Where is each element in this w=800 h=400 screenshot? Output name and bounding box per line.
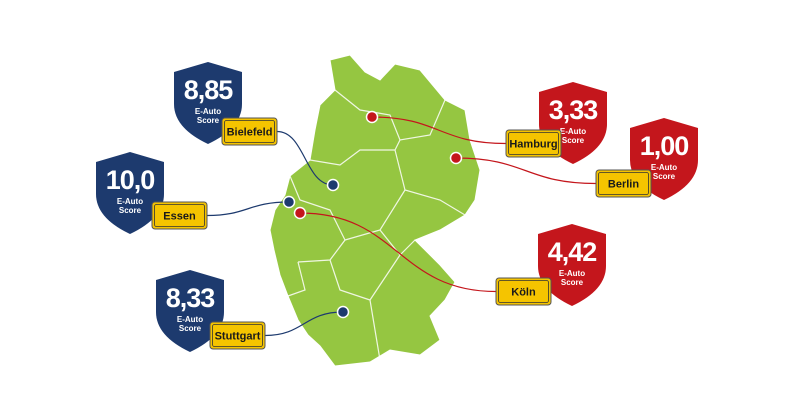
connector	[276, 130, 334, 186]
city-dot	[449, 151, 463, 165]
city-sign	[151, 201, 208, 230]
score-shield	[538, 224, 606, 306]
city-dot	[293, 206, 307, 220]
city-dot	[336, 305, 350, 319]
city-sign-inner	[154, 204, 205, 227]
score-label: E-Auto	[560, 127, 586, 136]
score-label: Score	[179, 324, 202, 333]
city-dot	[326, 178, 340, 192]
city-name: Berlin	[608, 178, 639, 190]
city-name: Essen	[163, 210, 196, 222]
score-label: E-Auto	[651, 163, 677, 172]
city-sign	[505, 129, 562, 158]
score-label: E-Auto	[177, 315, 203, 324]
city-sign	[495, 277, 552, 306]
score-label: Score	[653, 172, 676, 181]
score-label: Score	[561, 278, 584, 287]
score: 4,42	[548, 237, 597, 267]
city-sign-inner	[498, 280, 549, 303]
score: 8,33	[166, 283, 216, 313]
city-name: Stuttgart	[215, 330, 261, 342]
score-label: Score	[562, 136, 585, 145]
city-name: Köln	[511, 286, 536, 298]
connector	[371, 116, 507, 145]
city-sign-inner	[508, 132, 559, 155]
city-sign	[209, 321, 266, 350]
score-label: E-Auto	[559, 269, 585, 278]
city-sign-inner	[212, 324, 263, 347]
score-label: Score	[119, 206, 142, 215]
connector	[299, 212, 497, 293]
city-dot	[282, 195, 296, 209]
score-shield	[156, 270, 224, 352]
city-sign	[595, 169, 652, 198]
city-name: Hamburg	[509, 138, 557, 150]
connector	[455, 157, 597, 185]
germany-map	[269, 54, 481, 367]
score: 8,85	[184, 75, 234, 105]
score: 10,0	[106, 165, 155, 195]
city-sign	[221, 117, 278, 146]
city-dot	[365, 110, 379, 124]
city-sign-inner	[598, 172, 649, 195]
score-shield	[96, 152, 164, 234]
score: 3,33	[549, 95, 599, 125]
connector	[206, 201, 290, 217]
score-label: E-Auto	[195, 107, 221, 116]
city-sign-inner	[224, 120, 275, 143]
city-name: Bielefeld	[227, 126, 273, 138]
score-label: E-Auto	[117, 197, 143, 206]
connector	[264, 311, 344, 337]
score-label: Score	[197, 116, 220, 125]
score: 1,00	[640, 131, 689, 161]
